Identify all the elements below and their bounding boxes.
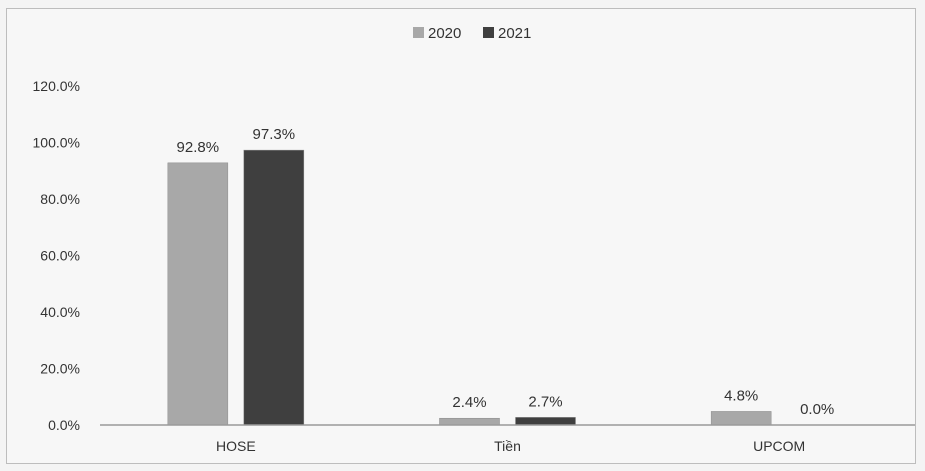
data-label: 4.8% xyxy=(724,387,758,404)
x-axis: HOSE Tiền UPCOM xyxy=(100,424,915,454)
y-tick-label: 80.0% xyxy=(40,191,80,207)
bar-2020-1 xyxy=(439,417,500,426)
bar-2020-2 xyxy=(710,411,772,426)
legend-swatch xyxy=(413,27,424,38)
y-tick-label: 120.0% xyxy=(33,78,80,94)
legend: 2020 2021 xyxy=(413,25,531,42)
data-label: 97.3% xyxy=(253,126,296,143)
y-tick-label: 20.0% xyxy=(40,361,80,377)
data-label: 2.7% xyxy=(528,393,562,410)
x-tick-label: UPCOM xyxy=(753,438,805,454)
legend-swatch xyxy=(483,27,494,38)
bar-2021-0 xyxy=(243,149,305,426)
data-label: 92.8% xyxy=(177,139,220,156)
bar-2020-0 xyxy=(167,162,229,426)
chart-frame xyxy=(6,8,916,464)
y-tick-label: 40.0% xyxy=(40,304,80,320)
data-label: 2.4% xyxy=(452,394,486,411)
x-tick-label: Tiền xyxy=(494,438,521,454)
y-axis: 0.0% 20.0% 40.0% 60.0% 80.0% 100.0% 120.0% xyxy=(33,78,80,433)
bar-2021-1 xyxy=(515,417,576,426)
legend-label: 2021 xyxy=(498,25,531,42)
x-tick-label: HOSE xyxy=(216,438,256,454)
y-tick-label: 0.0% xyxy=(48,417,80,433)
y-tick-label: 100.0% xyxy=(33,135,80,151)
y-tick-label: 60.0% xyxy=(40,248,80,264)
data-label: 0.0% xyxy=(800,401,834,418)
bars: 92.8% 97.3% 2.4% 2.7% 4.8% 0.0% xyxy=(167,126,834,426)
legend-label: 2020 xyxy=(428,25,461,42)
